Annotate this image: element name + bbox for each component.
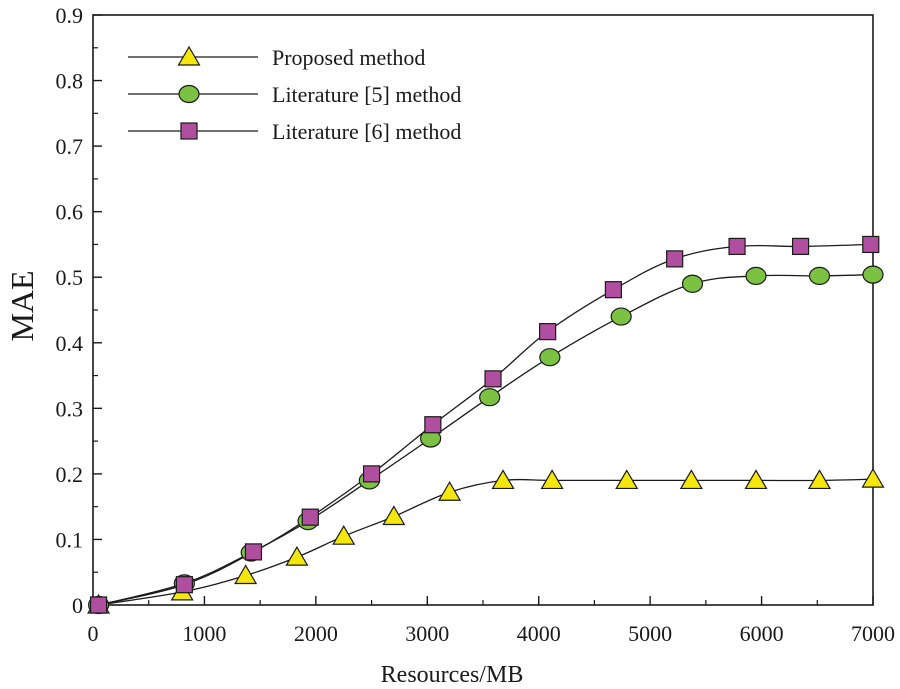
data-point-triangle: [382, 505, 406, 526]
axes: 0 0.1 0.2 0.3 0.4 0.5 0.6 0.7 0.8 0.9 0 1000 2000 300…: [56, 3, 896, 646]
data-point-triangle: [807, 469, 832, 490]
x-axis-title: Resources/MB: [381, 662, 524, 688]
data-point-triangle: [285, 545, 309, 566]
legend-marker-circle: [178, 84, 200, 104]
data-point-triangle: [438, 481, 462, 501]
data-point-square: [424, 416, 442, 434]
data-point-circle: [681, 274, 704, 293]
legend-label: Literature [6] method: [272, 119, 461, 144]
x-tick-label: 7000: [851, 621, 895, 646]
data-point-triangle: [234, 564, 258, 585]
y-tick-label: 0.6: [56, 200, 84, 225]
y-tick-label: 0.7: [56, 134, 84, 159]
data-point-triangle: [332, 524, 356, 545]
data-point-triangle: [615, 469, 639, 490]
series-line-triangle: [98, 478, 874, 606]
data-point-square: [301, 508, 319, 526]
data-point-square: [539, 323, 557, 341]
y-tick-label: 0.9: [56, 3, 84, 28]
y-tick-label: 0.2: [56, 462, 84, 487]
y-tick-label: 0.5: [56, 265, 84, 290]
data-point-triangle: [491, 469, 515, 490]
y-tick-label: 0.3: [56, 396, 84, 421]
data-point-square: [244, 543, 263, 561]
data-point-square: [175, 576, 193, 594]
x-tick-label: 2000: [294, 621, 338, 646]
data-point-circle: [808, 266, 831, 286]
data-point-square: [362, 465, 381, 483]
data-point-square: [484, 370, 502, 388]
x-tick-label: 0: [88, 621, 99, 646]
data-point-circle: [610, 307, 632, 326]
plot-frame: [92, 14, 874, 606]
data-point-circle: [862, 265, 884, 284]
x-tick-label: 3000: [405, 621, 449, 646]
legend-label: Literature [5] method: [272, 82, 461, 107]
legend-label: Proposed method: [272, 45, 425, 70]
data-point-square: [791, 237, 810, 256]
data-point-circle: [539, 348, 561, 367]
y-axis-title: MAE: [4, 270, 40, 341]
series-markers: [87, 235, 885, 615]
series-line-circle: [98, 273, 874, 606]
data-point-square: [604, 281, 622, 299]
series-line-square: [98, 243, 871, 606]
data-point-triangle: [540, 469, 564, 490]
x-tick-label: 4000: [517, 621, 561, 646]
data-point-square: [89, 596, 108, 614]
x-tick-label: 6000: [740, 621, 784, 646]
x-tick-label: 5000: [628, 621, 672, 646]
x-tick-label: 1000: [182, 621, 226, 646]
data-point-square: [666, 250, 684, 268]
y-tick-label: 0: [72, 593, 83, 618]
legend: Proposed method Literature [5] method Lite…: [128, 45, 461, 144]
y-tick-label: 0.8: [56, 69, 84, 94]
legend-marker-triangle: [177, 45, 201, 66]
data-point-triangle: [744, 469, 768, 490]
y-tick-label: 0.4: [56, 331, 84, 356]
data-point-triangle: [679, 469, 703, 490]
data-point-circle: [745, 266, 767, 286]
series-lines: [98, 243, 874, 606]
data-point-square: [862, 235, 880, 254]
data-point-circle: [479, 388, 501, 407]
legend-marker-square: [180, 122, 198, 140]
data-point-triangle: [861, 467, 885, 488]
y-tick-label: 0.1: [56, 527, 84, 552]
data-point-square: [728, 237, 746, 256]
